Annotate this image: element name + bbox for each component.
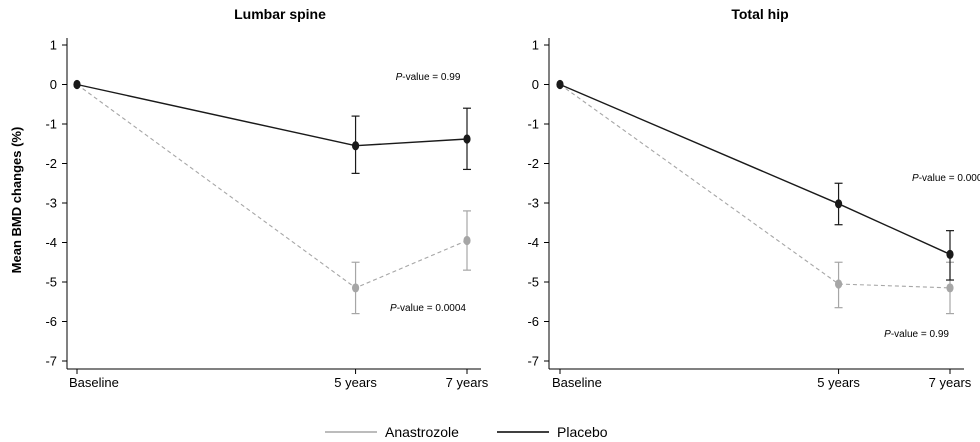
x-tick-label: Baseline [552, 375, 602, 390]
x-tick-label: 5 years [334, 375, 377, 390]
p-value-text: -value = 0.0004 [919, 173, 980, 184]
data-point [463, 134, 471, 144]
panel-title: Lumbar spine [234, 6, 326, 22]
p-letter: P [884, 329, 891, 340]
data-point [463, 235, 471, 246]
y-tick-label: 0 [50, 77, 57, 92]
chart-panel: Total hip 1 0 -1 -2 -3 -4 -5 -6 -7 Baseline 5 years… [527, 6, 980, 390]
series-line [559, 84, 951, 289]
p-value-annotation: P-value = 0.0004 [390, 303, 466, 314]
x-tick-label: Baseline [69, 375, 119, 390]
y-tick-label: -3 [45, 196, 57, 211]
legend-label: Placebo [557, 424, 608, 440]
chart-panels: Lumbar spine 1 0 -1 -2 -3 -4 -5 -6 -7 Baseline 5 ye… [45, 6, 980, 390]
data-point [946, 283, 954, 293]
y-tick-label: -2 [45, 156, 57, 171]
series-line [559, 83, 951, 255]
data-point [834, 199, 843, 209]
p-letter: P [912, 173, 919, 184]
y-tick-label: -7 [527, 354, 539, 369]
p-value-text: -value = 0.0004 [397, 303, 467, 314]
legend-label: Anastrozole [385, 424, 459, 440]
y-tick-label: 0 [532, 77, 539, 92]
x-tick-label: 5 years [817, 375, 860, 390]
p-letter: P [396, 72, 403, 83]
legend-item-placebo: Placebo [497, 424, 608, 440]
data-point [73, 79, 81, 90]
data-point [946, 249, 954, 259]
legend: Anastrozole Placebo [325, 424, 608, 440]
y-tick-label: -1 [45, 117, 57, 132]
y-tick-label: 1 [532, 38, 539, 53]
y-tick-label: -5 [45, 275, 57, 290]
p-value-text: -value = 0.99 [891, 329, 950, 340]
y-tick-label: -2 [527, 156, 539, 171]
data-point [834, 279, 843, 289]
series-anastrozole [73, 79, 471, 315]
y-tick-label: -5 [527, 275, 539, 290]
p-value-annotation: P-value = 0.99 [396, 72, 461, 83]
y-axis-title: Mean BMD changes (%) [9, 127, 24, 274]
p-letter: P [390, 303, 397, 314]
y-tick-label: -6 [45, 314, 57, 329]
y-tick-label: -4 [527, 235, 539, 250]
y-tick-label: -7 [45, 354, 57, 369]
y-tick-label: -4 [45, 235, 57, 250]
data-point [351, 283, 360, 293]
p-value-annotation: P-value = 0.99 [884, 329, 949, 340]
x-tick-label: 7 years [929, 375, 972, 390]
series-line [76, 84, 468, 289]
data-point [351, 141, 360, 151]
y-tick-label: -6 [527, 314, 539, 329]
series-placebo [556, 79, 954, 281]
data-point [556, 79, 564, 90]
chart-panel: Lumbar spine 1 0 -1 -2 -3 -4 -5 -6 -7 Baseline 5 ye… [45, 6, 488, 390]
y-tick-label: -3 [527, 196, 539, 211]
series-placebo [73, 79, 471, 174]
y-tick-label: 1 [50, 38, 57, 53]
p-value-annotation: P-value = 0.0004 [912, 173, 980, 184]
series-line [76, 83, 468, 147]
panel-title: Total hip [731, 6, 788, 22]
y-tick-label: -1 [527, 117, 539, 132]
p-value-text: -value = 0.99 [402, 72, 461, 83]
series-anastrozole [556, 79, 954, 315]
legend-item-anastrozole: Anastrozole [325, 424, 459, 440]
x-tick-label: 7 years [446, 375, 489, 390]
